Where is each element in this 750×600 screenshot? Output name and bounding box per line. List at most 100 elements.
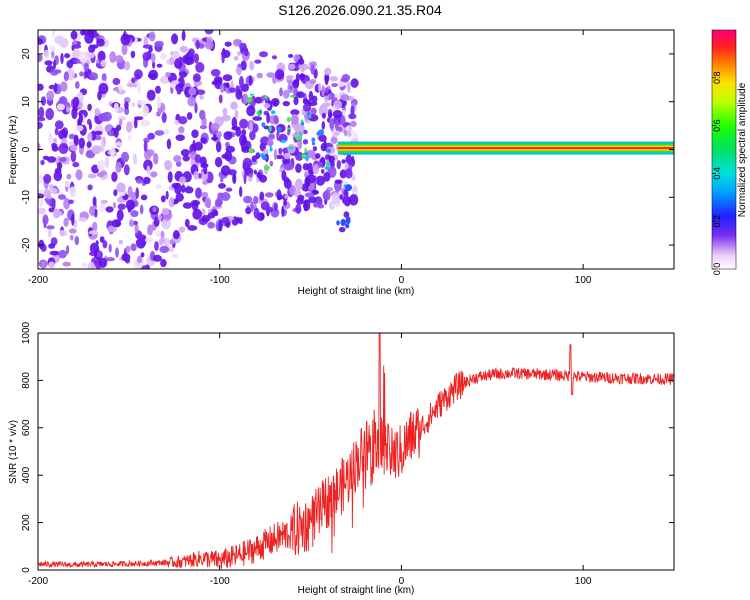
spectrogram-blob (105, 257, 115, 262)
spectrogram-blob (194, 102, 198, 114)
spectrogram-blob (203, 30, 207, 31)
spectrogram-blob (210, 69, 221, 77)
spectrogram-blob (315, 153, 321, 159)
spectrogram-blob (288, 184, 297, 196)
spectrogram-blob (50, 188, 58, 194)
spectrogram-blob (78, 137, 86, 149)
spectrogram-blob (160, 195, 166, 203)
spectrogram-blob (70, 150, 77, 163)
spectrogram-blob (171, 253, 179, 258)
spectrogram-blob (165, 72, 171, 78)
spectrogram-blob (288, 63, 296, 70)
spectrogram-blob (54, 120, 64, 130)
spectrogram-speck (268, 125, 272, 132)
spectrogram-blob (66, 173, 72, 180)
spectrogram-blob (113, 127, 119, 138)
spectrogram-blob (169, 56, 174, 66)
spectrogram-blob (54, 127, 59, 136)
spectrogram-blob (101, 73, 107, 82)
spectrogram-ytick-label: 10 (21, 96, 32, 108)
spectrogram-speck (287, 127, 291, 130)
spectrogram-speck (280, 139, 287, 143)
spectrogram-blob (178, 70, 188, 78)
spectrogram-blob (131, 102, 136, 108)
spectrogram-speck (311, 141, 316, 146)
spectrogram-blob (150, 171, 158, 178)
spectrogram-blob (80, 30, 86, 36)
spectrogram-blob (256, 72, 263, 79)
spectrogram-blob (252, 123, 259, 133)
spectrogram-blob (225, 82, 230, 89)
spectrogram-blob (175, 134, 185, 141)
spectrogram-blob (199, 95, 204, 100)
spectrogram-blob (142, 51, 151, 61)
spectrogram-speck (277, 127, 282, 132)
spectrogram-blob (303, 199, 311, 211)
spectrogram-blob (73, 219, 78, 229)
spectrogram-blob (199, 109, 206, 120)
spectrogram-blob (181, 30, 186, 41)
spectrogram-blob (195, 187, 202, 199)
spectrogram-blob (242, 93, 249, 105)
spectrogram-blob (161, 112, 167, 123)
spectrogram-blob (138, 100, 147, 105)
spectrogram-blob (194, 20, 199, 29)
snr-xlabel: Height of straight line (km) (298, 585, 415, 596)
spectrogram-blob (201, 215, 211, 223)
spectrogram-blob (96, 172, 105, 178)
spectrogram-blob (249, 120, 254, 133)
spectrogram-blob (107, 225, 117, 233)
spectrogram-blob (64, 53, 71, 59)
spectrogram-blob (321, 112, 326, 119)
spectrogram-blob (177, 76, 185, 88)
spectrogram-blob (207, 221, 215, 229)
spectrogram-blob (68, 199, 74, 204)
spectrogram-blob (286, 130, 291, 136)
spectrogram-blob (88, 30, 98, 39)
spectrogram-blob (249, 130, 256, 141)
spectrogram-blob (98, 257, 107, 268)
spectrogram-blob (66, 60, 71, 68)
spectrogram-speck (301, 153, 305, 159)
spectrogram-blob (58, 143, 69, 154)
snr-ytick-label: 400 (21, 466, 32, 483)
spectrogram-blob (306, 174, 316, 184)
spectrogram-blob (59, 229, 68, 237)
spectrogram-blob (159, 75, 170, 84)
spectrogram-blob (295, 163, 302, 173)
spectrogram-blob (150, 53, 156, 63)
spectrogram-blob (46, 90, 55, 102)
spectrogram-blob (56, 162, 63, 170)
spectrogram-blob (174, 120, 180, 125)
spectrogram-blob (137, 82, 141, 94)
spectrogram-blob (350, 128, 354, 135)
spectrogram-blob (163, 129, 170, 136)
spectrogram-blob (238, 76, 244, 88)
spectrogram-blob (248, 74, 252, 86)
spectrogram-blob (38, 83, 44, 91)
spectrogram-blob (274, 69, 285, 80)
spectrogram-blob (135, 238, 146, 246)
spectrogram-blob (218, 219, 223, 232)
spectrogram-blob (235, 127, 242, 137)
spectrogram-blob (222, 107, 228, 116)
spectrogram-blob (113, 189, 118, 197)
spectrogram-blob (43, 49, 50, 58)
spectrogram-tail-blob (345, 216, 351, 225)
spectrogram-blob (51, 142, 58, 149)
spectrogram-blob (69, 234, 74, 241)
spectrogram-blob (204, 197, 212, 208)
spectrogram-blob (252, 116, 263, 121)
snr-ytick-label: 0 (21, 567, 32, 573)
snr-ylabel: SNR (10 * v/v) (8, 420, 19, 484)
spectrogram-blob (40, 260, 47, 269)
spectrogram-blob (46, 156, 57, 163)
spectrogram-blob (53, 59, 57, 70)
spectrogram-blob (295, 73, 300, 84)
spectrogram-blob (75, 81, 80, 89)
spectrogram-blob (143, 140, 148, 152)
spectrogram-blob (243, 195, 253, 204)
spectrogram-blob (336, 81, 346, 87)
